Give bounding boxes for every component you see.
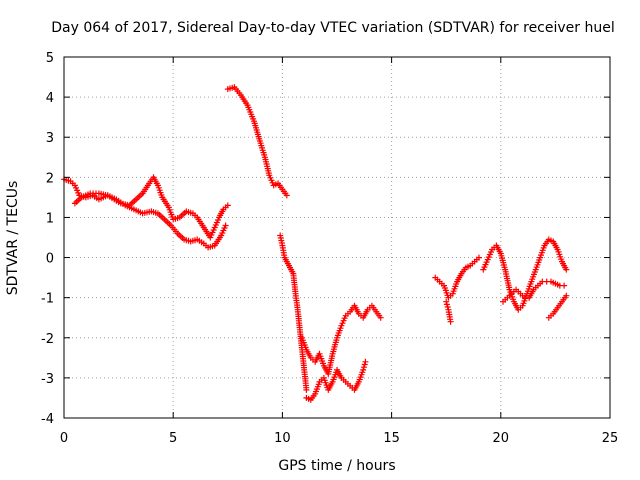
y-tick-label: -1: [41, 292, 54, 307]
x-tick-label: 15: [383, 431, 400, 446]
plus-markers: [277, 232, 310, 393]
y-tick-label: -2: [41, 332, 54, 347]
y-tick-label: 3: [46, 131, 54, 146]
series-g: [545, 292, 570, 321]
series-a-upper: [61, 174, 231, 241]
series-a-lower: [71, 190, 229, 251]
y-tick-label: 2: [46, 171, 54, 186]
data-points: [61, 84, 570, 403]
axis-ticks: 0 5 10 15 20 25 -4 -3 -2 -1 0 1 2 3 4 5: [41, 51, 618, 446]
plot-frame: [63, 56, 611, 419]
y-tick-label: -4: [41, 412, 54, 427]
x-tick-label: 0: [60, 431, 68, 446]
plus-markers: [480, 236, 570, 313]
chart-title: Day 064 of 2017, Sidereal Day-to-day VTE…: [51, 20, 614, 36]
x-axis-label: GPS time / hours: [278, 458, 395, 474]
series-d-drop: [443, 298, 454, 325]
x-tick-label: 5: [169, 431, 177, 446]
y-tick-label: 4: [46, 91, 54, 106]
y-tick-label: 5: [46, 51, 54, 66]
series-c-low: [303, 358, 369, 403]
y-tick-label: 0: [46, 252, 54, 267]
series-b: [224, 84, 290, 199]
y-axis-label: SDTVAR / TECUs: [5, 181, 21, 296]
series-e: [480, 236, 570, 313]
plus-markers: [71, 190, 229, 251]
y-tick-label: -3: [41, 372, 54, 387]
plus-markers: [500, 278, 568, 305]
plus-markers: [432, 254, 482, 301]
x-tick-label: 10: [274, 431, 291, 446]
plus-markers: [443, 298, 454, 325]
y-tick-label: 1: [46, 211, 54, 226]
plus-markers: [61, 174, 231, 241]
plus-markers: [545, 292, 570, 321]
x-tick-label: 20: [493, 431, 510, 446]
grid: [64, 57, 610, 418]
series-f: [500, 278, 568, 305]
plus-markers: [224, 84, 290, 199]
x-tick-label: 25: [602, 431, 619, 446]
plus-markers: [299, 302, 384, 377]
series-c-mid: [299, 302, 384, 377]
plus-markers: [303, 358, 369, 403]
series-d: [432, 254, 482, 301]
series-c-fall: [277, 232, 310, 393]
